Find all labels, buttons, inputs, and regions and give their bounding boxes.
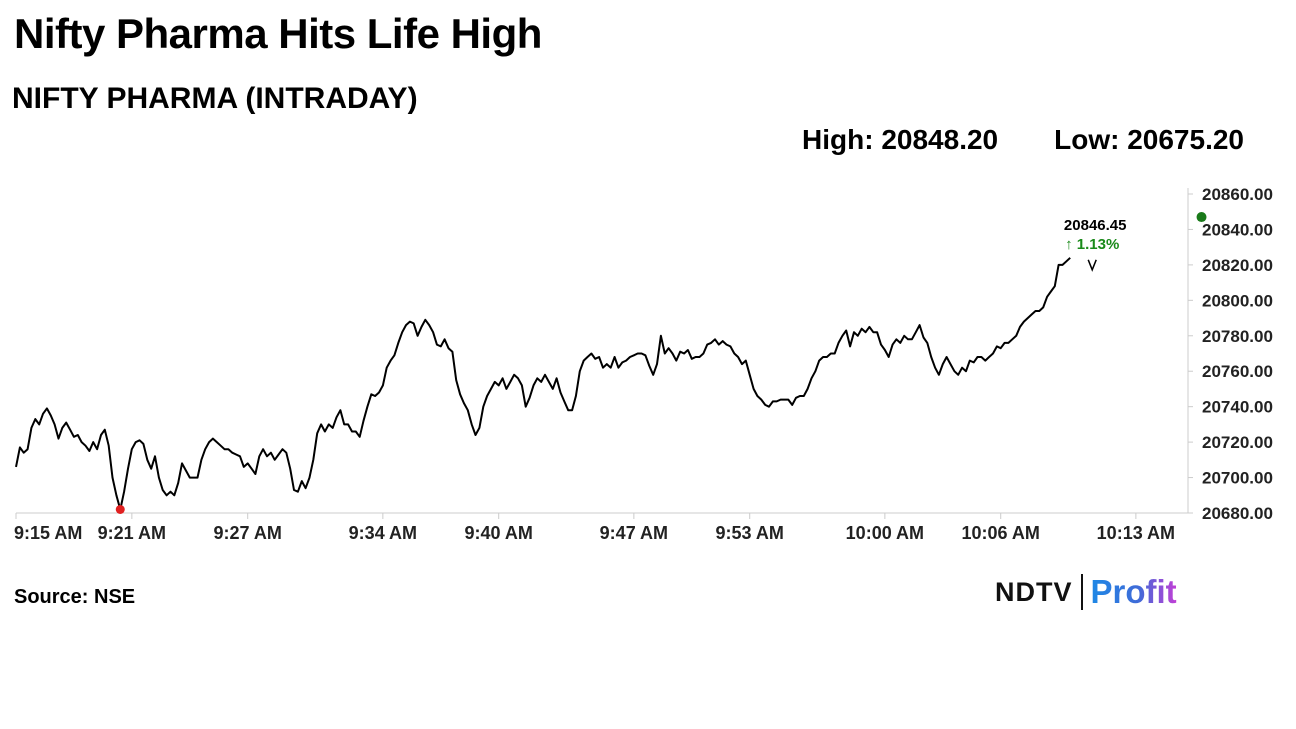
high-low-stats: High: 20848.20 Low: 20675.20 bbox=[802, 124, 1244, 156]
change-percent-label: ↑ 1.13% bbox=[1065, 236, 1119, 253]
x-tick-label: 10:06 AM bbox=[962, 523, 1040, 543]
x-tick-label: 10:00 AM bbox=[846, 523, 924, 543]
last-value-label: 20846.45 bbox=[1064, 217, 1127, 234]
x-tick-label: 9:53 AM bbox=[716, 523, 784, 543]
x-tick-label: 9:21 AM bbox=[98, 523, 166, 543]
y-tick-label: 20820.00 bbox=[1202, 256, 1273, 275]
y-tick-label: 20760.00 bbox=[1202, 362, 1273, 381]
y-tick-label: 20800.00 bbox=[1202, 291, 1273, 310]
high-point-marker bbox=[1196, 212, 1207, 223]
page-title: Nifty Pharma Hits Life High bbox=[14, 10, 542, 57]
y-tick-label: 20680.00 bbox=[1202, 504, 1273, 523]
y-tick-label: 20700.00 bbox=[1202, 469, 1273, 488]
chart-subtitle: NIFTY PHARMA (INTRADAY) bbox=[12, 82, 418, 115]
y-tick-label: 20780.00 bbox=[1202, 327, 1273, 346]
x-tick-label: 9:47 AM bbox=[600, 523, 668, 543]
x-tick-label: 9:15 AM bbox=[14, 523, 82, 543]
source-note: Source: NSE bbox=[14, 586, 136, 608]
last-value-arrow bbox=[1087, 259, 1097, 272]
x-tick-label: 9:34 AM bbox=[349, 523, 417, 543]
x-tick-label: 9:40 AM bbox=[465, 523, 533, 543]
logo-ndtv-text: NDTV bbox=[995, 576, 1073, 607]
x-tick-label: 9:27 AM bbox=[214, 523, 282, 543]
logo-divider bbox=[1080, 574, 1083, 610]
y-tick-label: 20860.00 bbox=[1202, 185, 1273, 204]
low-point-marker bbox=[115, 504, 125, 514]
x-axis: 9:15 AM 9:21 AM 9:27 AM 9:34 AM 9:40 AM 9:47 … bbox=[14, 512, 1188, 543]
price-series-line bbox=[15, 257, 1071, 511]
low-value: Low: 20675.20 bbox=[1054, 124, 1244, 155]
high-value: High: 20848.20 bbox=[802, 124, 999, 155]
ndtv-profit-logo: NDTV Profit bbox=[995, 572, 1177, 612]
logo-profit-text: Profit bbox=[1090, 573, 1177, 610]
y-tick-label: 20720.00 bbox=[1202, 433, 1273, 452]
x-tick-label: 10:13 AM bbox=[1097, 523, 1175, 543]
y-tick-label: 20740.00 bbox=[1202, 398, 1273, 417]
y-tick-label: 20840.00 bbox=[1202, 220, 1273, 239]
y-axis: 20680.00 20700.00 20720.00 20740.00 20760.00… bbox=[1187, 185, 1273, 523]
